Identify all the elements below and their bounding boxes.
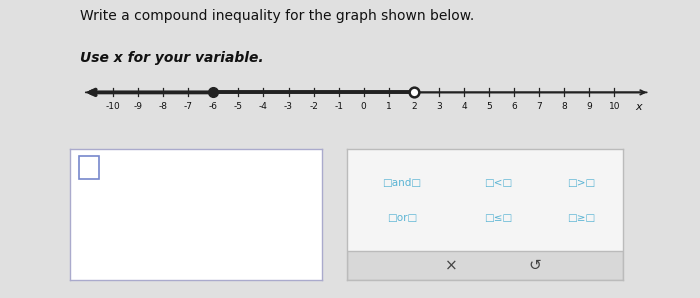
Text: 9: 9 [587, 102, 592, 111]
Bar [346, 251, 623, 280]
Text: Write a compound inequality for the graph shown below.: Write a compound inequality for the grap… [80, 9, 475, 23]
Text: -7: -7 [184, 102, 192, 111]
Text: -8: -8 [159, 102, 168, 111]
Text: □and□: □and□ [382, 178, 421, 188]
FancyBboxPatch shape [79, 156, 99, 179]
Text: □or□: □or□ [386, 213, 417, 224]
Text: -6: -6 [209, 102, 218, 111]
Text: 1: 1 [386, 102, 392, 111]
Text: □>□: □>□ [568, 178, 596, 188]
Text: 2: 2 [411, 102, 416, 111]
Text: 8: 8 [561, 102, 567, 111]
Text: 5: 5 [486, 102, 492, 111]
Text: 3: 3 [436, 102, 442, 111]
Text: 0: 0 [361, 102, 367, 111]
Text: -10: -10 [106, 102, 120, 111]
Text: □≥□: □≥□ [568, 213, 596, 224]
Text: 10: 10 [608, 102, 620, 111]
Text: -4: -4 [259, 102, 268, 111]
Text: □<□: □<□ [484, 178, 512, 188]
Text: ↺: ↺ [528, 258, 541, 273]
Text: -5: -5 [234, 102, 243, 111]
Text: 6: 6 [511, 102, 517, 111]
Text: 4: 4 [461, 102, 467, 111]
Text: x: x [636, 102, 643, 112]
Text: Use x for your variable.: Use x for your variable. [80, 51, 264, 65]
Text: 7: 7 [536, 102, 542, 111]
Text: -9: -9 [134, 102, 143, 111]
Text: -3: -3 [284, 102, 293, 111]
Text: -2: -2 [309, 102, 318, 111]
Text: □≤□: □≤□ [484, 213, 512, 224]
Text: -1: -1 [334, 102, 343, 111]
Text: ×: × [445, 258, 458, 273]
